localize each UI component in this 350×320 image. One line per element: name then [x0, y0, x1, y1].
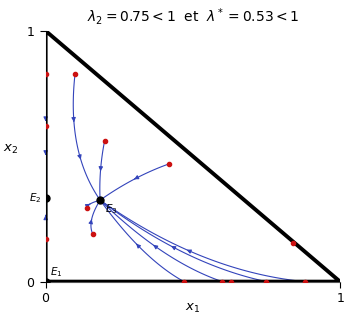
Text: $E_3$: $E_3$ — [105, 203, 118, 216]
Text: $E_2$: $E_2$ — [29, 191, 41, 204]
Text: $E_1$: $E_1$ — [50, 265, 63, 279]
Y-axis label: $x_2$: $x_2$ — [3, 143, 18, 156]
X-axis label: $x_1$: $x_1$ — [185, 302, 201, 315]
Title: $\lambda_2 = 0.75 < 1$  et  $\lambda^* = 0.53 < 1$: $\lambda_2 = 0.75 < 1$ et $\lambda^* = 0… — [86, 5, 299, 27]
